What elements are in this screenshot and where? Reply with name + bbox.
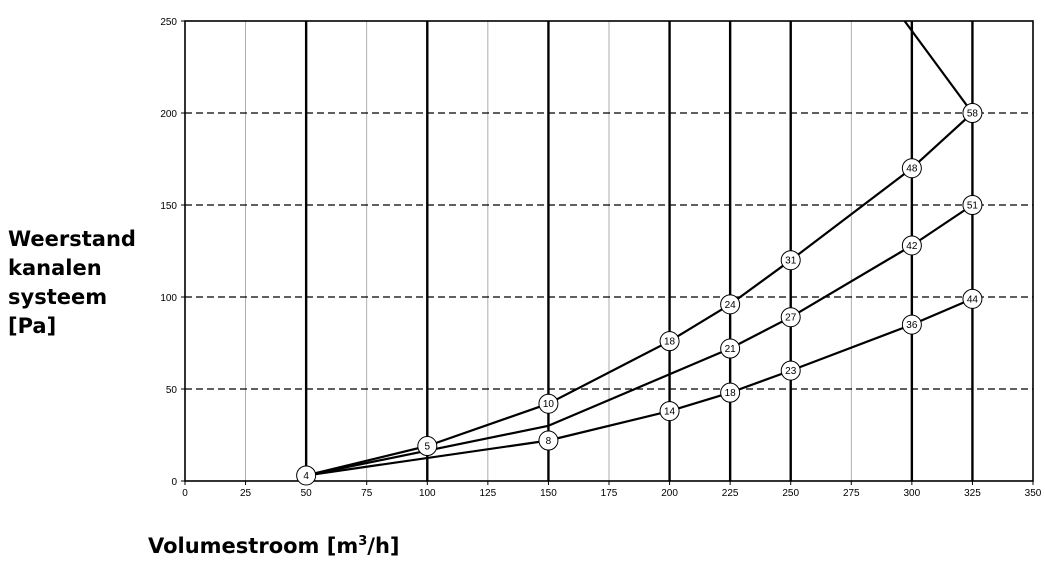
data-point-label: 44	[967, 294, 979, 305]
x-tick-label: 150	[540, 488, 557, 499]
data-point-label: 10	[543, 399, 555, 410]
x-axis-title-text: Volumestroom [m	[148, 534, 359, 558]
y-tick-label: 100	[160, 293, 177, 304]
data-point-label: 51	[967, 201, 979, 212]
x-tick-label: 75	[361, 488, 373, 499]
x-tick-label: 350	[1025, 488, 1042, 499]
data-point-marker	[962, 195, 983, 215]
data-point-label: 21	[725, 344, 737, 355]
data-point-marker	[417, 436, 438, 457]
x-tick-label: 200	[661, 488, 678, 499]
x-tick-label: 275	[843, 488, 860, 499]
data-point-label: 24	[725, 300, 737, 311]
data-point-label: 14	[664, 407, 676, 418]
y-tick-label: 50	[166, 385, 178, 396]
data-point-marker	[780, 307, 801, 328]
x-tick-label: 0	[182, 488, 188, 499]
data-point-label: 31	[785, 256, 797, 267]
data-point-label: 48	[906, 164, 918, 175]
data-point-label: 58	[967, 109, 979, 120]
data-point-label: 27	[785, 313, 797, 324]
y-tick-label: 150	[160, 201, 177, 212]
y-axis-title-line: systeem	[8, 285, 108, 309]
data-point-marker	[538, 393, 559, 414]
x-tick-label: 125	[480, 488, 497, 499]
x-tick-label: 325	[964, 488, 981, 499]
data-point-marker	[720, 382, 741, 403]
data-point-marker	[962, 288, 983, 309]
x-axis-title-superscript: 3	[358, 534, 368, 549]
x-tick-label: 50	[301, 488, 313, 499]
data-point-label: 18	[664, 337, 676, 348]
data-point-marker	[659, 401, 680, 422]
y-tick-label: 200	[160, 109, 177, 120]
x-tick-label: 225	[722, 488, 739, 499]
data-point-marker	[296, 465, 317, 486]
data-point-marker	[901, 158, 922, 179]
x-axis-title-suffix: /h]	[367, 534, 400, 558]
data-point-label: 5	[425, 442, 431, 453]
y-axis-title-line: Weerstand	[8, 227, 136, 251]
data-point-marker	[780, 250, 801, 271]
data-point-label: 42	[906, 241, 918, 252]
x-tick-label: 300	[904, 488, 921, 499]
data-point-marker	[659, 331, 680, 352]
y-axis-title-line: [Pa]	[8, 314, 57, 338]
data-point-marker	[901, 235, 922, 256]
data-point-label: 36	[906, 320, 918, 331]
y-axis-title: Weerstand kanalen systeem [Pa]	[8, 225, 148, 341]
x-tick-label: 25	[240, 488, 252, 499]
data-point-marker	[720, 338, 741, 359]
x-tick-label: 250	[782, 488, 799, 499]
data-point-marker	[720, 294, 741, 315]
data-point-label: 23	[785, 366, 797, 377]
series-line	[903, 20, 974, 114]
y-tick-label: 0	[171, 477, 177, 488]
data-point-marker	[901, 314, 922, 335]
y-tick-label: 250	[160, 17, 177, 28]
series-line	[305, 112, 974, 477]
series-line	[305, 204, 974, 477]
data-point-marker	[780, 360, 801, 381]
x-tick-label: 100	[419, 488, 436, 499]
data-point-marker	[538, 430, 559, 451]
y-axis-title-line: kanalen	[8, 256, 102, 280]
x-tick-label: 175	[601, 488, 618, 499]
data-point-label: 4	[303, 471, 309, 482]
data-point-label: 8	[546, 436, 552, 447]
x-axis-title: Volumestroom [m3/h]	[148, 534, 400, 558]
data-point-marker	[962, 103, 983, 123]
data-point-label: 18	[725, 388, 737, 399]
